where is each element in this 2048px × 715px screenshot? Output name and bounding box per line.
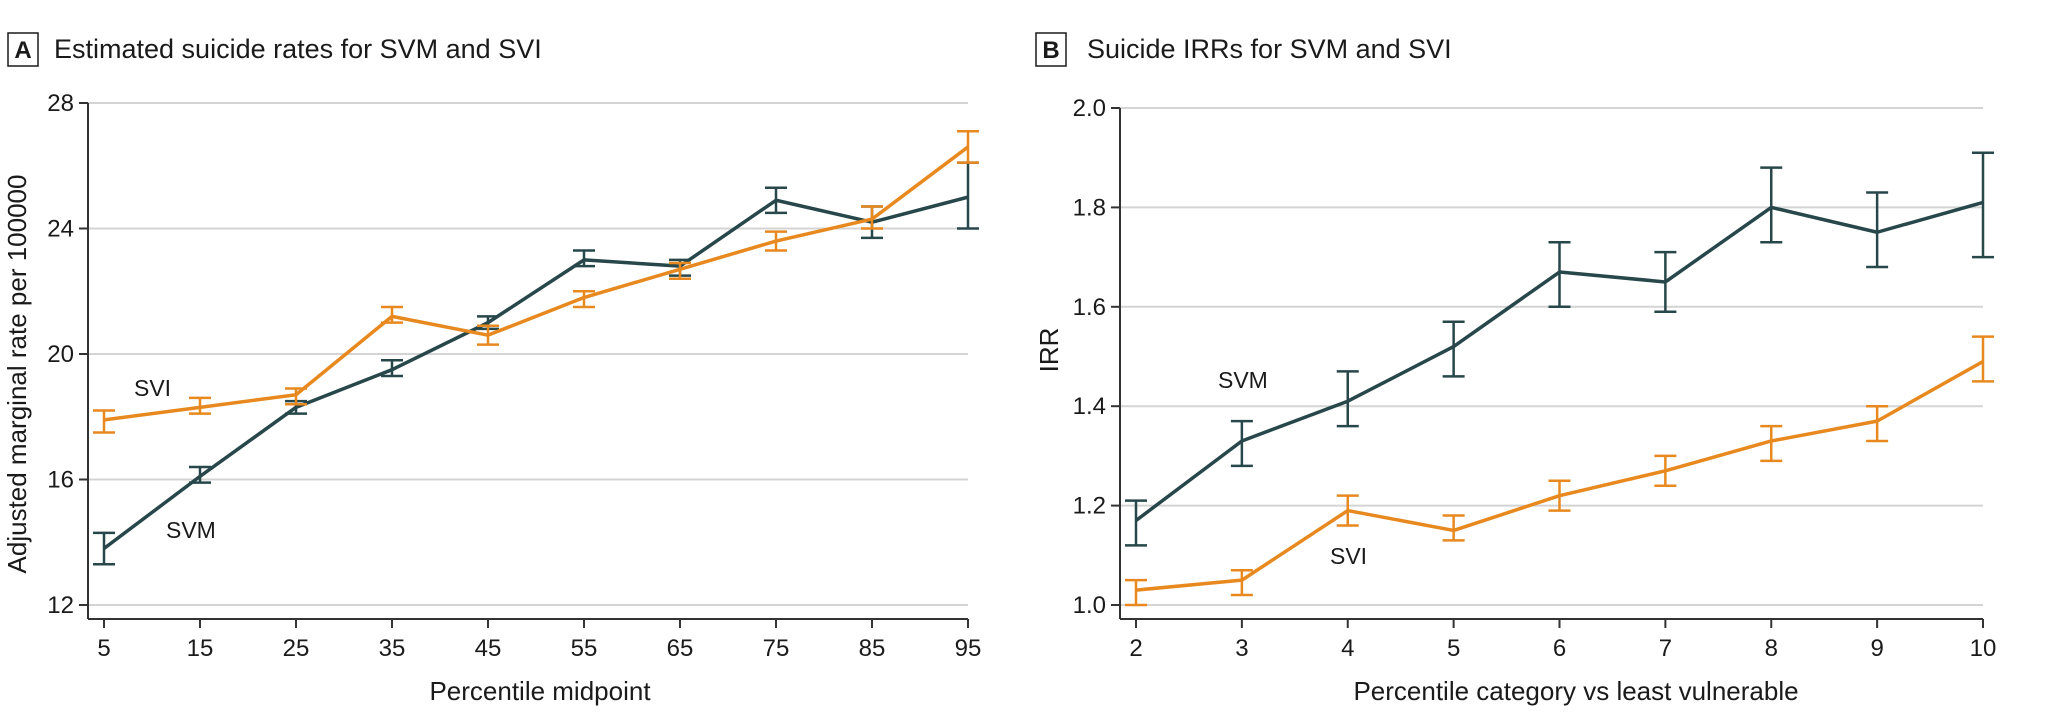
panel-b-xtick-label: 9 xyxy=(1870,635,1883,662)
panel-b-svm-errorbar xyxy=(1972,151,1994,259)
panel-a-chart: 12 16 20 24 28 5 15 25 35 45 55 65 75 85 95 Percentile… xyxy=(2,90,981,706)
panel-a-axes: 12 16 20 24 28 5 15 25 35 45 55 65 75 85 95 xyxy=(47,90,981,662)
panel-a-ytick-label: 16 xyxy=(47,467,74,494)
panel-a-gridlines xyxy=(88,102,968,606)
panel-b-svm-errorbar xyxy=(1866,191,1889,269)
panel-a-letter-box xyxy=(7,32,39,67)
panel-a-xlabel: Percentile midpoint xyxy=(429,676,651,706)
panel-a-xtick-label: 25 xyxy=(283,635,310,662)
panel-b-letter-box xyxy=(1035,32,1067,67)
panel-b-chart: 1.0 1.2 1.4 1.6 1.8 2.0 2 3 4 5 6 7 8 9 10 Percentile … xyxy=(1034,95,1996,706)
panel-a-title: Estimated suicide rates for SVM and SVI xyxy=(54,34,542,64)
panel-b-ytick-label: 2.0 xyxy=(1073,95,1106,122)
panel-b-svm-errorbar xyxy=(1125,499,1147,547)
panel-b-series xyxy=(1125,151,1994,607)
panel-a-xtick-label: 15 xyxy=(187,635,214,662)
panel-b-svm-errorbar xyxy=(1336,370,1359,428)
panel-b-label-svi: SVI xyxy=(1330,543,1367,569)
panel-b-xtick-label: 6 xyxy=(1553,635,1566,662)
panel-a-ylabel: Adjusted marginal rate per 100000 xyxy=(2,175,32,574)
panel-b-title: Suicide IRRs for SVM and SVI xyxy=(1087,34,1452,64)
panel-a-xtick-label: 65 xyxy=(667,635,694,662)
panel-b-svm-errorbar xyxy=(1442,320,1465,378)
panel-b-ytick-label: 1.2 xyxy=(1073,493,1106,520)
panel-a-ytick-label: 12 xyxy=(47,592,74,619)
panel-a-series xyxy=(93,129,979,566)
panel-b-axes: 1.0 1.2 1.4 1.6 1.8 2.0 2 3 4 5 6 7 8 9 10 xyxy=(1073,95,1997,662)
panel-b-xtick-label: 10 xyxy=(1970,635,1997,662)
panel-a-letter: A xyxy=(14,37,31,64)
panel-b-label-svm: SVM xyxy=(1218,367,1268,393)
panel-b-ytick-label: 1.6 xyxy=(1073,294,1106,321)
panel-b-xtick-label: 2 xyxy=(1129,635,1142,662)
panel-b-svi-errorbar xyxy=(1442,514,1465,542)
panel-b-header: B Suicide IRRs for SVM and SVI xyxy=(1035,32,1452,67)
panel-b-xlabel: Percentile category vs least vulnerable xyxy=(1353,676,1798,706)
panel-a-xtick-label: 45 xyxy=(475,635,502,662)
panel-b-xtick-label: 4 xyxy=(1341,635,1354,662)
panel-b-svm-line xyxy=(1134,200,1984,522)
panel-b-ytick-label: 1.4 xyxy=(1073,393,1106,420)
panel-b-ytick-label: 1.0 xyxy=(1073,592,1106,619)
panel-a-xtick-label: 85 xyxy=(859,635,886,662)
panel-a-ytick-label: 20 xyxy=(47,341,74,368)
panel-a-svm-errorbar xyxy=(957,161,979,230)
panel-b-svi-errorbar xyxy=(1760,424,1783,463)
panel-a-xtick-label: 95 xyxy=(955,635,982,662)
panel-a-svm-line xyxy=(102,195,969,550)
panel-b-svi-errorbar xyxy=(1972,335,1994,383)
panel-a-xtick-label: 5 xyxy=(97,635,110,662)
panel-b-xtick-label: 3 xyxy=(1235,635,1248,662)
panel-b-ytick-label: 1.8 xyxy=(1073,194,1106,221)
panel-b-svm-errorbar xyxy=(1760,166,1783,244)
panel-a-ytick-label: 28 xyxy=(47,90,74,117)
panel-b-gridlines xyxy=(1120,107,1983,606)
panel-b-svi-errorbar xyxy=(1230,568,1253,597)
panel-a-header: A Estimated suicide rates for SVM and SV… xyxy=(7,32,542,67)
panel-a-ytick-label: 24 xyxy=(47,216,74,243)
panel-b-svm-errorbar xyxy=(1230,419,1253,468)
panel-b-letter: B xyxy=(1042,37,1059,64)
panel-b-xtick-label: 5 xyxy=(1447,635,1460,662)
panel-a-xtick-label: 55 xyxy=(571,635,598,662)
panel-b-svi-line xyxy=(1135,359,1984,592)
panel-b-svi-errorbar xyxy=(1125,578,1147,607)
panel-a-xtick-label: 75 xyxy=(763,635,790,662)
panel-a-label-svi: SVI xyxy=(134,375,171,401)
panel-b-xtick-label: 7 xyxy=(1659,635,1672,662)
panel-a-svi-line xyxy=(103,145,970,422)
panel-a-label-svm: SVM xyxy=(166,517,216,543)
panel-a-xtick-label: 35 xyxy=(379,635,406,662)
panel-a-svi-errorbar xyxy=(93,409,115,434)
panel-b-xtick-label: 8 xyxy=(1765,635,1778,662)
panel-b-ylabel: IRR xyxy=(1034,328,1064,373)
panel-b-svi-errorbar xyxy=(1866,404,1889,443)
panel-b-svm-errorbar xyxy=(1548,240,1571,309)
